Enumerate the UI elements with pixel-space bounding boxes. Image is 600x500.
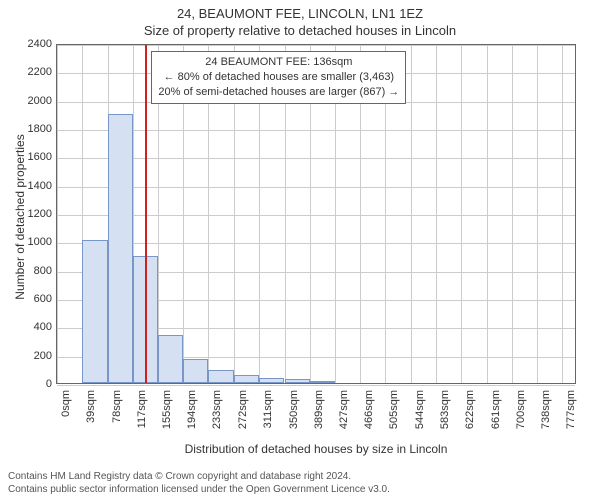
annotation-box: 24 BEAUMONT FEE: 136sqm ← 80% of detache… (151, 51, 406, 104)
grid-line-v (461, 45, 462, 383)
grid-line-v (537, 45, 538, 383)
footer-attribution: Contains HM Land Registry data © Crown c… (8, 470, 390, 496)
y-tick-label: 800 (0, 265, 52, 277)
y-tick-label: 1200 (0, 208, 52, 220)
y-tick-label: 400 (0, 321, 52, 333)
x-tick-label: 272sqm (237, 390, 249, 429)
x-tick-label: 350sqm (288, 390, 300, 429)
plot-area: 24 BEAUMONT FEE: 136sqm ← 80% of detache… (56, 44, 576, 384)
footer-line2: Contains public sector information licen… (8, 484, 390, 495)
x-tick-label: 583sqm (439, 390, 451, 429)
y-tick-label: 600 (0, 293, 52, 305)
x-tick-label: 78sqm (111, 390, 123, 423)
x-tick-label: 233sqm (211, 390, 223, 429)
histogram-bar (259, 378, 284, 383)
grid-line-v (512, 45, 513, 383)
grid-line-v (436, 45, 437, 383)
y-tick-label: 1600 (0, 151, 52, 163)
x-tick-label: 194sqm (186, 390, 198, 429)
grid-line-v (562, 45, 563, 383)
x-tick-label: 155sqm (161, 390, 173, 429)
figure: 24, BEAUMONT FEE, LINCOLN, LN1 1EZ Size … (0, 0, 600, 500)
grid-line-h (57, 45, 575, 46)
grid-line-v (411, 45, 412, 383)
x-tick-label: 661sqm (490, 390, 502, 429)
histogram-bar (82, 240, 107, 383)
histogram-bar (108, 114, 133, 383)
grid-line-h (57, 187, 575, 188)
x-axis-label: Distribution of detached houses by size … (56, 442, 576, 456)
annotation-line1: 24 BEAUMONT FEE: 136sqm (205, 56, 352, 68)
y-tick-label: 2000 (0, 95, 52, 107)
x-tick-label: 738sqm (540, 390, 552, 429)
x-tick-label: 505sqm (388, 390, 400, 429)
histogram-bar (234, 375, 259, 383)
x-tick-label: 311sqm (262, 390, 274, 428)
histogram-bar (158, 335, 183, 383)
x-tick-label: 700sqm (515, 390, 527, 429)
grid-line-h (57, 243, 575, 244)
chart-title-main: 24, BEAUMONT FEE, LINCOLN, LN1 1EZ (0, 0, 600, 21)
x-tick-label: 0sqm (60, 390, 72, 417)
y-tick-label: 2400 (0, 38, 52, 50)
y-tick-label: 0 (0, 378, 52, 390)
x-tick-label: 389sqm (313, 390, 325, 429)
y-tick-label: 200 (0, 350, 52, 362)
y-tick-label: 1000 (0, 236, 52, 248)
y-tick-label: 1400 (0, 180, 52, 192)
histogram-bar (310, 381, 335, 383)
x-tick-label: 622sqm (464, 390, 476, 429)
x-tick-label: 117sqm (136, 390, 148, 428)
grid-line-h (57, 215, 575, 216)
grid-line-v (487, 45, 488, 383)
chart-title-sub: Size of property relative to detached ho… (0, 21, 600, 38)
histogram-bar (208, 370, 233, 383)
footer-line1: Contains HM Land Registry data © Crown c… (8, 471, 351, 482)
y-tick-label: 2200 (0, 66, 52, 78)
x-tick-label: 777sqm (565, 390, 577, 429)
annotation-line2: ← 80% of detached houses are smaller (3,… (164, 71, 395, 83)
x-tick-label: 544sqm (414, 390, 426, 429)
histogram-bar (183, 359, 208, 383)
property-marker-line (145, 45, 147, 383)
x-tick-label: 427sqm (338, 390, 350, 429)
grid-line-h (57, 385, 575, 386)
grid-line-v (57, 45, 58, 383)
x-tick-label: 39sqm (85, 390, 97, 423)
y-tick-label: 1800 (0, 123, 52, 135)
grid-line-h (57, 158, 575, 159)
annotation-line3: 20% of semi-detached houses are larger (… (158, 86, 399, 98)
histogram-bar (285, 379, 310, 383)
grid-line-h (57, 130, 575, 131)
x-tick-label: 466sqm (363, 390, 375, 429)
